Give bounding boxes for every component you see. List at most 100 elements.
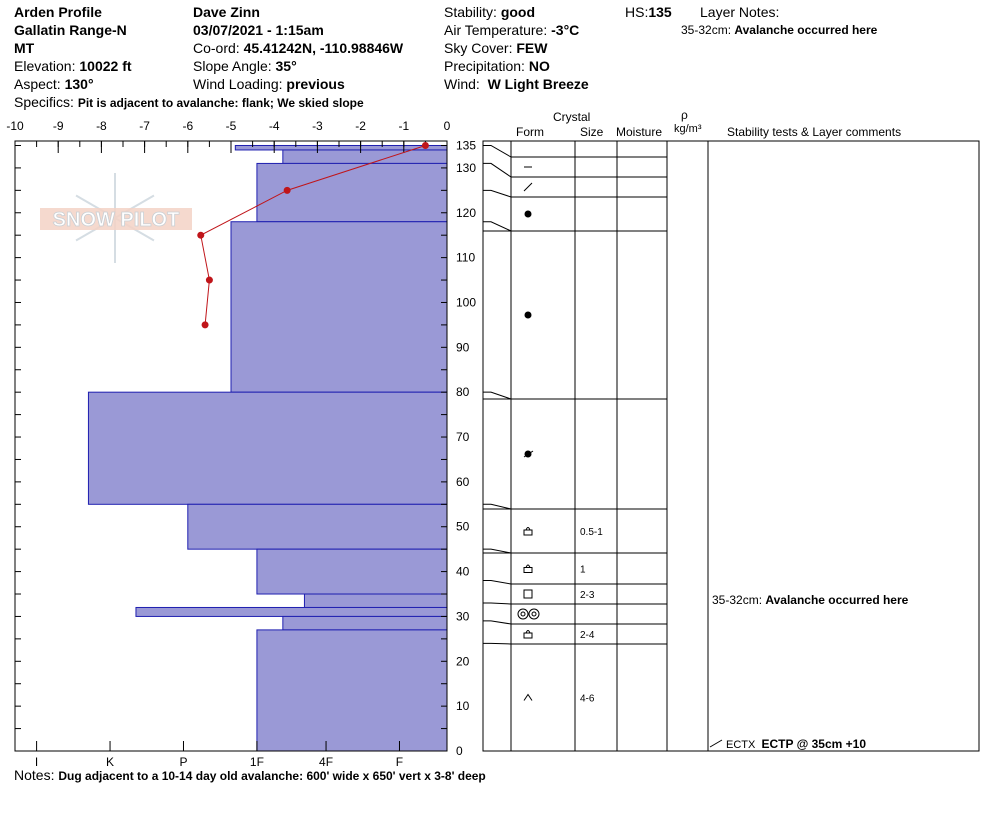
stability-test-pointer [709,739,723,748]
height-tick-label: 100 [456,295,476,309]
form-melt-icon [520,611,526,617]
hardness-bars [87,144,448,752]
col-rho: ρ [681,108,688,122]
height-tick-label: 0 [456,744,463,758]
temp-tick-label: -6 [182,119,193,133]
slope-angle: Slope Angle: 35° [193,58,297,74]
height-tick-label: 50 [456,520,470,534]
hardness-bar-5 [187,503,448,550]
range-name: Gallatin Range-N [14,22,127,38]
stability-test: ECTX ECTP @ 35cm +10 [726,737,867,751]
col-comments: Stability tests & Layer comments [727,125,902,139]
strat-connector [483,580,512,585]
strat-connector [483,503,512,510]
strat-connector [483,620,512,625]
hardness-bar-8 [135,606,448,617]
strat-size: 1 [580,565,586,576]
col-moisture: Moisture [616,125,663,139]
hardness-tick-label: 4F [319,755,333,769]
height-tick-label: 110 [456,251,475,265]
height-tick-label: 10 [456,699,470,713]
col-crystal: Crystal [553,110,591,124]
height-tick-label: 30 [456,609,470,623]
hardness-bar-7 [303,593,448,608]
form-surface-hoar-icon [523,693,533,701]
hardness-tick-label: I [35,755,38,769]
sky-cover: Sky Cover: FEW [444,40,548,56]
strat-connector [483,391,512,400]
hardness-bar-3 [230,221,448,393]
hs: HS:135 [625,4,672,20]
precipitation: Precipitation: NO [444,58,550,74]
temp-tick-label: -4 [269,119,280,133]
form-rounded-icon [524,311,532,319]
form-faceted-icon [523,589,533,599]
strat-table: 0.5-1 1 2-3 2-4 4-6 [482,140,980,752]
height-tick-label: 20 [456,654,470,668]
hardness-bar-9 [282,615,448,631]
layer-note: 35-32cm: Avalanche occurred here [681,23,878,37]
chart-axes: -10 -9 -8 -7 -6 -5 -4 -3 -2 -1 0I K P 1F 4F F0102030405… [6,119,476,769]
height-tick-label: 90 [456,340,470,354]
strat-connector [483,189,512,198]
temp-tick-label: -1 [398,119,409,133]
coordinates: Co-ord: 45.41242N, -110.98846W [193,40,404,56]
temperature-point [197,231,205,239]
hardness-tick-label: K [106,755,114,769]
strat-size: 2-4 [580,630,595,641]
height-tick-label: 40 [456,565,470,579]
hardness-bar-6 [256,548,448,595]
form-melt-icon [528,608,540,620]
temperature-profile [197,141,429,329]
col-form: Form [516,125,544,139]
strat-connector [483,602,512,605]
notes: Notes: Dug adjacent to a 10-14 day old a… [14,767,486,783]
height-tick-label: 60 [456,475,470,489]
strat-size: 4-6 [580,694,595,705]
form-depth-hoar-icon [523,630,533,639]
elevation: Elevation: 10022 ft [14,58,132,74]
specifics: Specifics: Pit is adjacent to avalanche:… [14,94,364,110]
form-melt-icon [531,611,537,617]
hardness-bar-1 [282,149,448,164]
height-tick-label: 120 [456,206,476,220]
height-tick-label: 135 [456,138,476,152]
stability: Stability: good [444,4,536,20]
temp-tick-label: -7 [139,119,150,133]
col-size: Size [580,125,604,139]
temp-tick-label: -8 [96,119,107,133]
form-rounded-faceted-icon [523,450,534,458]
temp-tick-label: -5 [226,119,237,133]
strat-connector [483,642,512,645]
state-name: MT [14,40,35,56]
temp-tick-label: -2 [355,119,366,133]
strat-size: 0.5-1 [580,527,603,538]
form-rounded-icon [524,210,532,218]
strat-size: 2-3 [580,590,595,601]
form-depth-hoar-icon [523,527,533,536]
form-precip-icon [523,182,533,192]
datetime: 03/07/2021 - 1:15am [193,22,324,38]
strat-connector [483,548,512,554]
temperature-point [283,186,291,194]
height-tick-label: 80 [456,385,470,399]
observer: Dave Zinn [193,4,260,20]
strat-connector [483,221,512,232]
height-tick-label: 130 [456,161,476,175]
strat-connector [483,144,512,158]
temp-tick-label: -10 [6,119,24,133]
temp-tick-label: -3 [312,119,323,133]
wind-loading: Wind Loading: previous [193,76,345,92]
form-melt-icon [517,608,529,620]
layer-notes-label: Layer Notes: [700,4,780,20]
temperature-point [201,321,209,329]
temp-tick-label: -9 [53,119,64,133]
snowpilot-logo: SNOW PILOT [40,173,192,263]
logo-text: SNOW PILOT [53,209,180,231]
hardness-bar-4 [87,391,448,505]
strat-frame [482,140,980,752]
height-tick-label: 70 [456,430,470,444]
temperature-point [205,276,213,284]
profile-name: Arden Profile [14,4,102,20]
